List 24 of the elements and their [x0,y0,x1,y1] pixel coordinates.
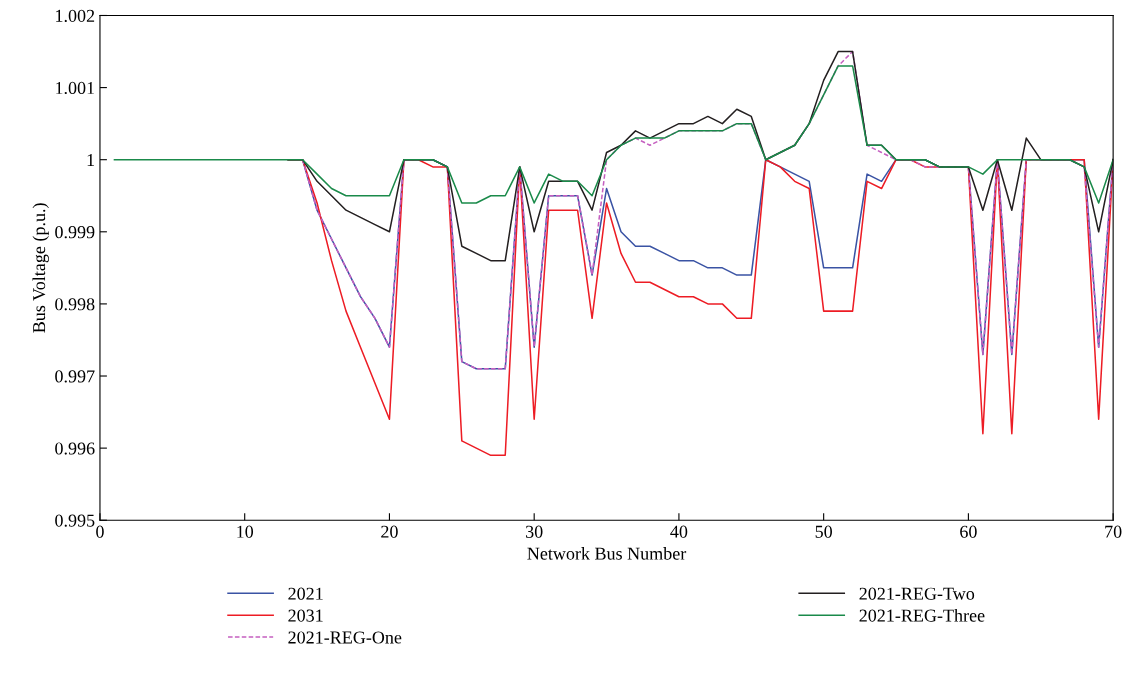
y-tick-label: 0.998 [55,298,95,311]
y-tick-label: 0.996 [55,442,95,455]
y-axis-title: Bus Voltage (p.u.) [32,203,49,333]
legend-label: 2021 [288,587,323,600]
legend-label: 2031 [288,609,323,622]
x-tick-label: 40 [670,525,688,538]
x-tick-label: 70 [1105,525,1122,538]
line-series [113,65,1114,204]
x-tick-label: 30 [526,525,543,538]
y-tick-label: 0.997 [55,370,95,383]
y-tick-label: 0.999 [55,226,95,239]
x-tick-label: 20 [381,525,398,538]
legend-label: 2021-REG-Three [859,608,985,622]
x-axis-title: Network Bus Number [527,547,687,560]
x-tick-label: 60 [960,525,977,538]
legend-label: 2021-REG-One [288,631,402,644]
y-tick-label: 1 [87,154,95,166]
y-tick-label: 1.002 [56,9,95,22]
legend-label: 2021-REG-Two [859,587,975,600]
x-tick-label: 0 [96,525,104,538]
x-tick-label: 50 [815,525,832,538]
y-tick-label: 1.001 [56,81,95,95]
y-tick-label: 0.995 [55,514,95,527]
x-tick-label: 10 [237,525,254,538]
